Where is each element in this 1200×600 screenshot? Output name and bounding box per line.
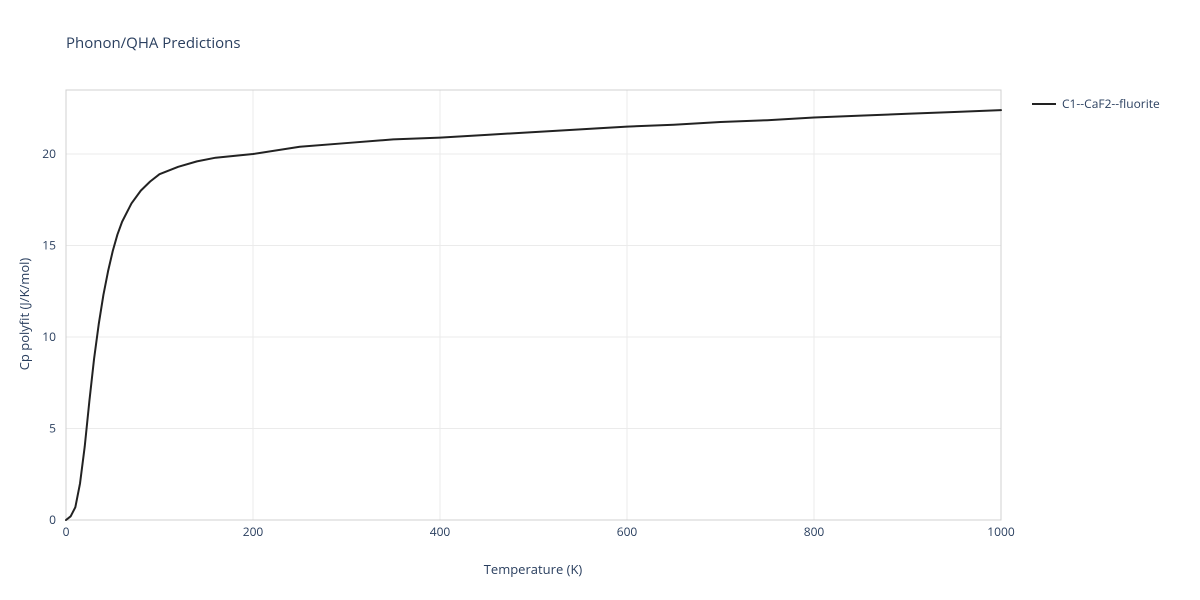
y-tick-label: 10 <box>42 328 56 345</box>
legend-series-label: C1--CaF2--fluorite <box>1062 95 1160 112</box>
legend: C1--CaF2--fluorite <box>1032 95 1160 112</box>
x-tick-label: 0 <box>63 523 70 540</box>
x-tick-label: 400 <box>430 523 451 540</box>
x-tick-label: 800 <box>804 523 825 540</box>
x-tick-label: 1000 <box>987 523 1015 540</box>
y-tick-label: 0 <box>49 511 56 528</box>
y-axis-label: Cp polyfit (J/K/mol) <box>15 234 33 394</box>
legend-series-line <box>1032 103 1056 105</box>
plot-area: 0 200 400 600 800 1000 0 5 10 15 20 <box>26 50 1041 560</box>
y-tick-label: 20 <box>42 145 56 162</box>
x-tick-label: 600 <box>617 523 638 540</box>
x-tick-label: 200 <box>243 523 264 540</box>
y-tick-label: 15 <box>42 237 56 254</box>
chart-container: Phonon/QHA Predictions 02004006008001000… <box>0 0 1200 600</box>
series-line <box>66 110 1001 520</box>
x-axis-label: Temperature (K) <box>453 560 613 578</box>
y-tick-label: 5 <box>49 420 56 437</box>
